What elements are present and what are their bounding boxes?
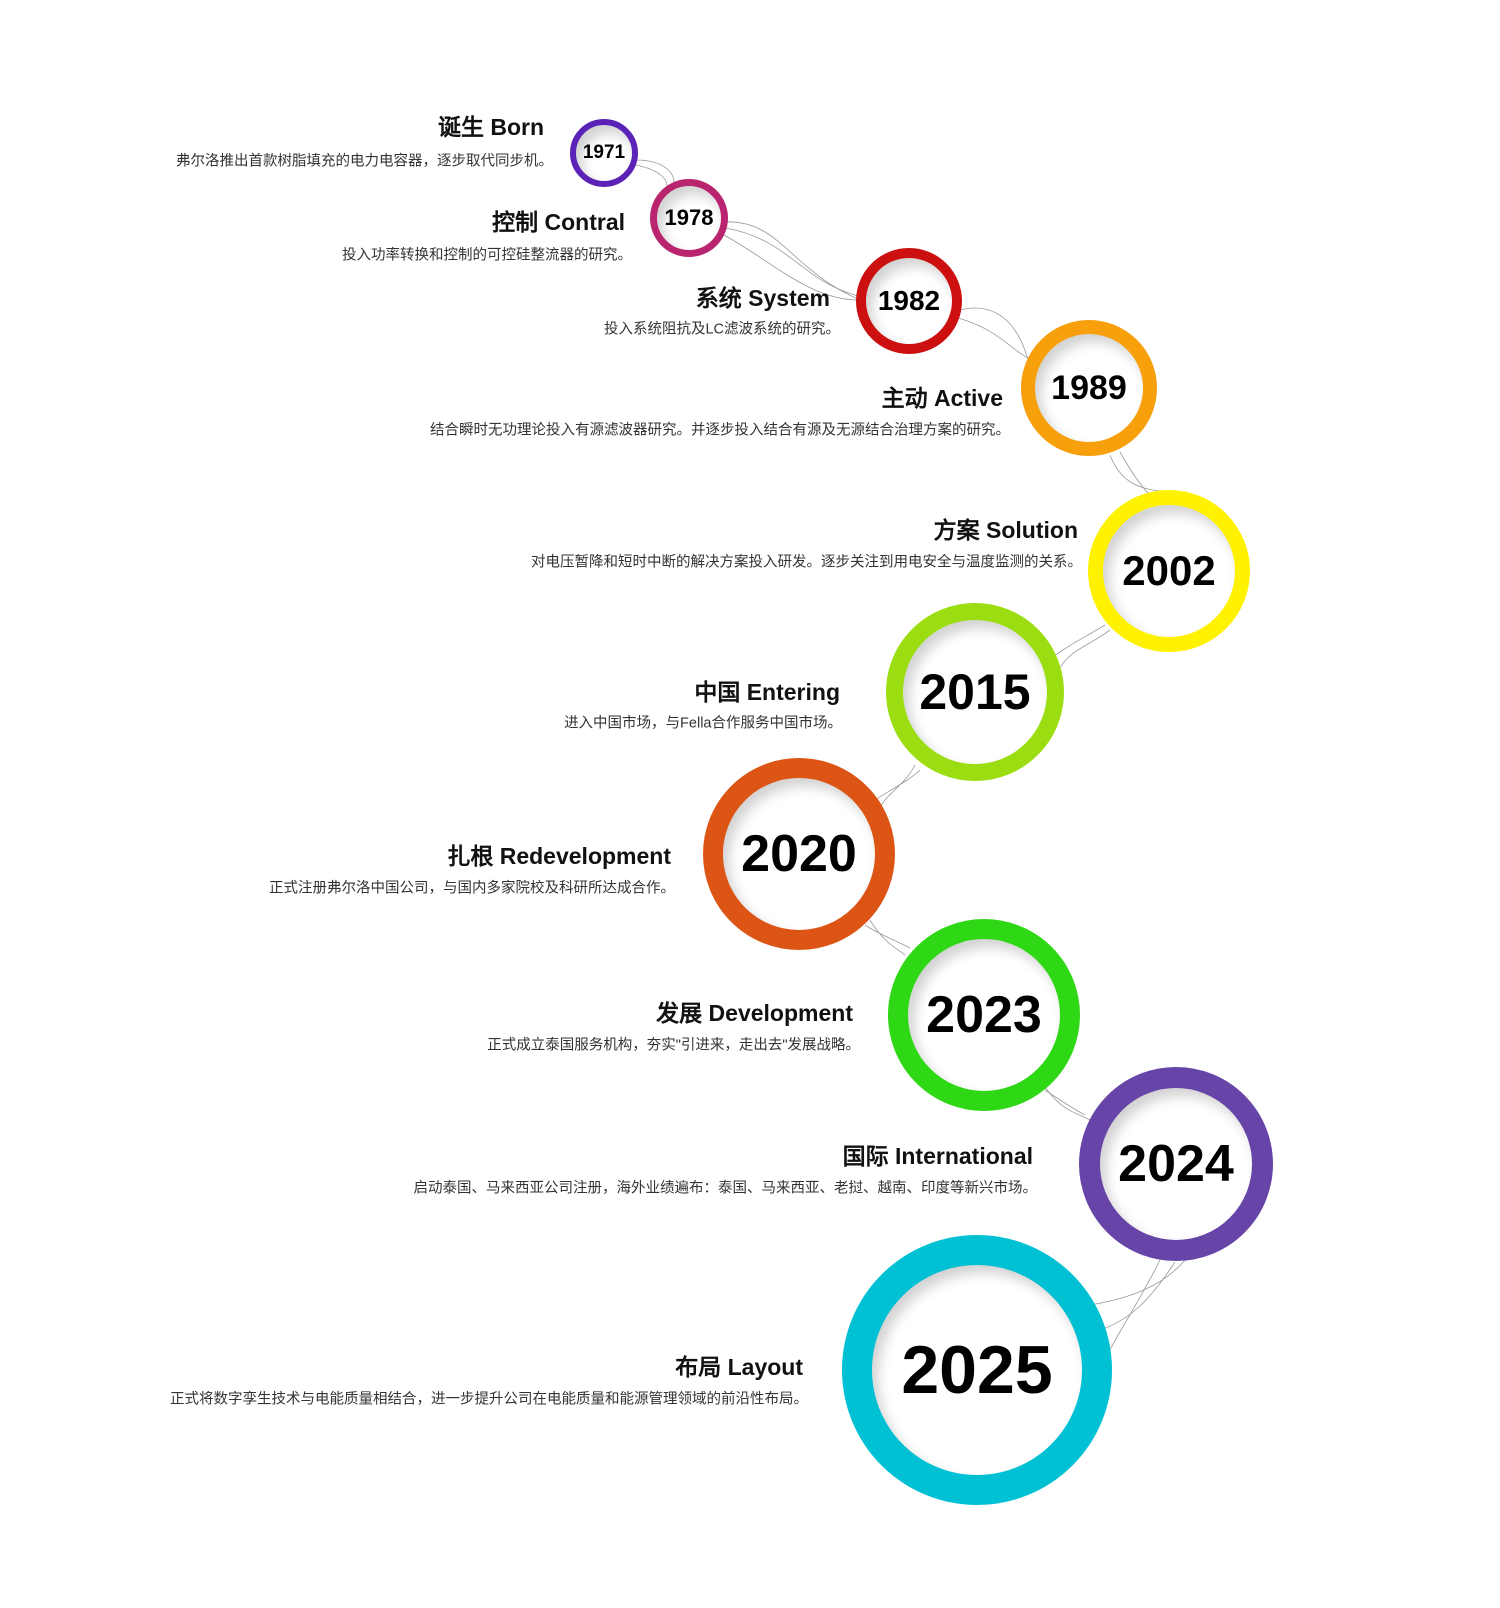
year-circle-2025: 2025 [842, 1235, 1112, 1505]
milestone-description: 投入系统阻抗及LC滤波系统的研究。 [603, 321, 840, 338]
year-circle-2023: 2023 [888, 919, 1080, 1111]
year-label: 1978 [664, 205, 714, 230]
year-label: 1982 [877, 285, 941, 316]
year-circle-1989: 1989 [1021, 320, 1157, 456]
milestone-description: 结合瞬时无功理论投入有源滤波器研究。并逐步投入结合有源及无源结合治理方案的研究。 [430, 422, 1010, 439]
milestone-title: 国际 International [842, 1143, 1033, 1169]
year-label: 2020 [741, 825, 857, 883]
milestone-title: 方案 Solution [933, 517, 1078, 543]
year-circle-2020: 2020 [703, 758, 895, 950]
milestone-title: 中国 Entering [694, 679, 840, 705]
milestone-description: 正式将数字孪生技术与电能质量相结合，进一步提升公司在电能质量和能源管理领域的前沿… [170, 1391, 808, 1408]
year-label: 2023 [926, 986, 1042, 1044]
milestone-description: 正式成立泰国服务机构，夯实"引进来，走出去"发展战略。 [487, 1037, 860, 1054]
milestone-description: 投入功率转换和控制的可控硅整流器的研究。 [342, 247, 632, 264]
year-circle-1978: 1978 [650, 179, 728, 257]
year-circle-2024: 2024 [1079, 1067, 1273, 1261]
milestone-description: 对电压暂降和短时中断的解决方案投入研发。逐步关注到用电安全与温度监测的关系。 [531, 554, 1082, 571]
year-circle-1982: 1982 [856, 248, 962, 354]
milestone-description: 进入中国市场，与Fella合作服务中国市场。 [564, 715, 842, 732]
milestone-title: 布局 Layout [675, 1354, 803, 1380]
year-label: 2002 [1122, 547, 1216, 594]
milestone-title: 扎根 Redevelopment [447, 843, 671, 869]
year-circle-1971: 1971 [570, 119, 638, 187]
milestone-title: 诞生 Born [437, 114, 544, 140]
milestone-title: 发展 Development [656, 1000, 853, 1026]
milestone-title: 主动 Active [881, 385, 1003, 411]
year-label: 1971 [582, 142, 626, 163]
year-circle-2002: 2002 [1088, 490, 1250, 652]
year-label: 2015 [919, 664, 1031, 720]
milestone-title: 控制 Contral [492, 209, 625, 235]
milestone-title: 系统 System [695, 285, 830, 311]
year-label: 2025 [901, 1332, 1053, 1408]
year-label: 1989 [1051, 368, 1127, 407]
milestone-description: 启动泰国、马来西亚公司注册，海外业绩遍布：泰国、马来西亚、老挝、越南、印度等新兴… [413, 1180, 1038, 1197]
milestone-description: 正式注册弗尔洛中国公司，与国内多家院校及科研所达成合作。 [269, 880, 675, 897]
year-circle-2015: 2015 [886, 603, 1064, 781]
milestone-description: 弗尔洛推出首款树脂填充的电力电容器，逐步取代同步机。 [176, 153, 553, 170]
year-label: 2024 [1118, 1135, 1234, 1193]
